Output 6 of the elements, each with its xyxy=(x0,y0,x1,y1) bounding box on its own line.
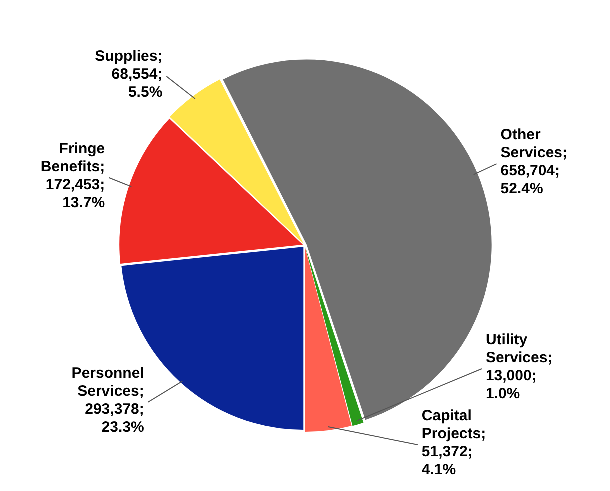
slice-label: Other Services; 658,704; 52.4% xyxy=(500,126,568,198)
slice-label: Supplies; 68,554; 5.5% xyxy=(95,48,163,102)
slice-label: Fringe Benefits; 172,453; 13.7% xyxy=(40,140,106,212)
slice-label: Utility Services; 13,000; 1.0% xyxy=(486,332,553,403)
slice-label: Capital Projects; 51,372; 4.1% xyxy=(422,408,486,479)
slice-label: Personnel Services; 293,378; 23.3% xyxy=(72,364,144,436)
